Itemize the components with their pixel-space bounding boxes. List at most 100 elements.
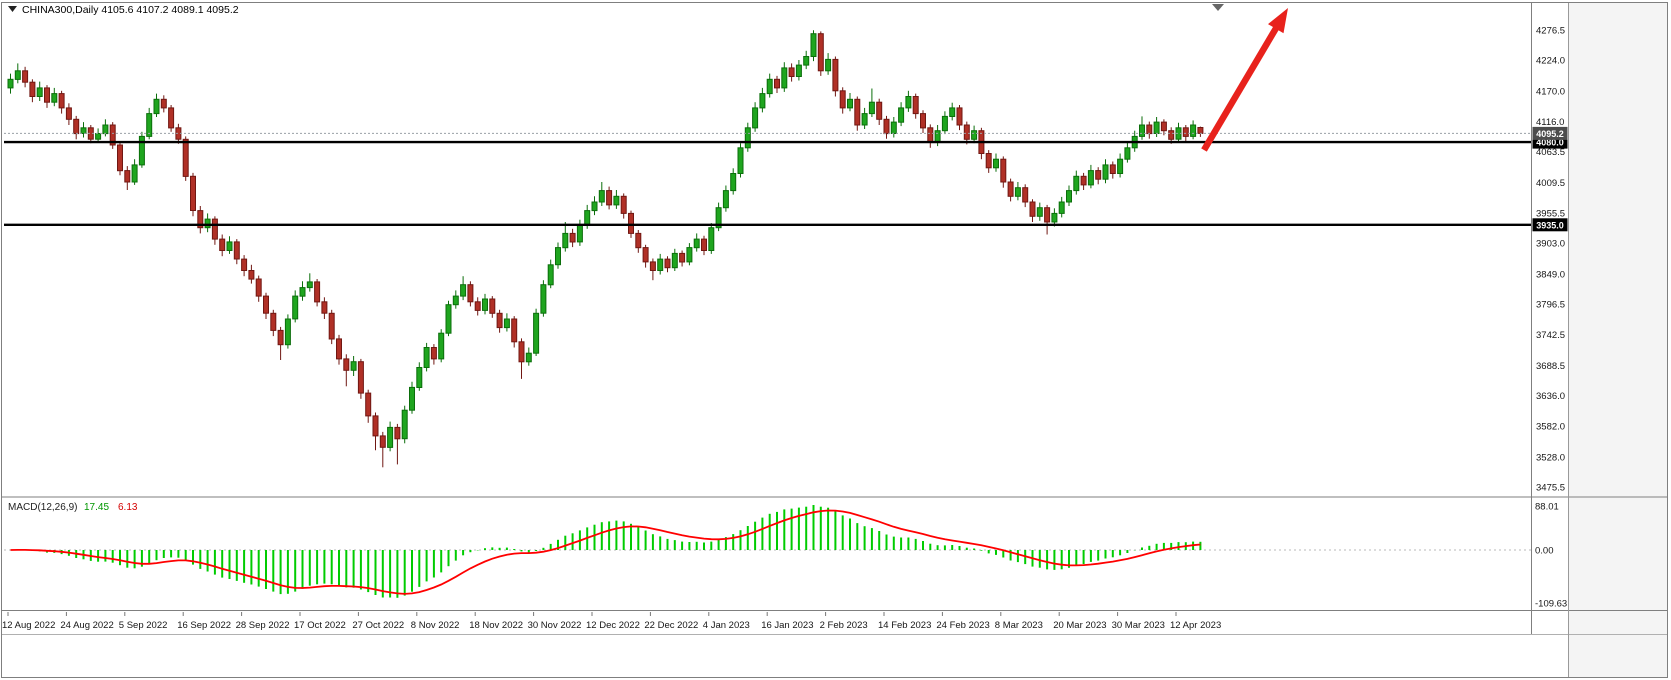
bull-candle [730,173,737,192]
time-axis-label: 12 Apr 2023 [1170,620,1221,631]
trend-arrow[interactable] [1201,8,1288,152]
bull-candle [423,347,430,368]
bear-candle [1022,187,1029,203]
macd-layer [4,505,1531,598]
bull-candle [460,284,467,297]
bear-candle [343,358,350,371]
trend-arrow-shaft[interactable] [1201,21,1282,152]
time-axis-label: 30 Nov 2022 [528,620,582,631]
bull-candle [452,295,459,306]
bull-candle [1117,158,1124,174]
bear-candle [832,58,839,92]
bull-candle [102,124,109,135]
price-axis-label: 3582.0 [1536,422,1565,433]
bear-candle [160,98,167,109]
price-axis-label: 4224.0 [1536,56,1565,67]
bull-candle [613,195,620,206]
bear-candle [211,218,218,240]
bull-candle [1036,207,1043,217]
bull-candle [146,113,153,137]
bull-candle [752,107,759,129]
bear-candle [357,361,364,394]
bull-candle [898,107,905,123]
bull-candle [7,78,14,89]
bull-candle [562,232,569,249]
time-axis-label: 24 Aug 2022 [60,620,113,631]
price-axis-label: 4116.0 [1536,117,1564,128]
bull-candle [598,190,605,203]
bear-candle [518,341,525,363]
bull-candle [693,238,700,249]
bear-candle [489,298,496,314]
candles-layer [7,30,1204,468]
bear-candle [117,144,123,172]
time-axis-label: 27 Oct 2022 [352,620,404,631]
time-axis-label: 12 Aug 2022 [2,620,55,631]
bull-candle [722,190,729,209]
bear-candle [569,232,576,243]
symbol-dropdown-icon[interactable] [8,6,17,12]
bear-candle [956,107,963,126]
bear-candle [912,96,919,115]
time-axis-label: 14 Feb 2023 [878,620,931,631]
bull-candle [95,133,102,140]
bear-candle [1000,158,1007,183]
macd-axis-label: -109.63 [1535,599,1567,610]
macd-axis-label: 0.00 [1535,546,1554,557]
time-axis-label: 16 Jan 2023 [761,620,813,631]
time-axis-label: 20 Mar 2023 [1053,620,1106,631]
time-axis-label: 17 Oct 2022 [294,620,346,631]
time-axis-label: 28 Sep 2022 [236,620,290,631]
time-axis[interactable] [2,611,1568,635]
main-chart-pane[interactable] [4,3,1531,496]
price-axis-label: 3955.5 [1536,209,1565,220]
bull-candle [591,201,598,212]
time-axis-label: 16 Sep 2022 [177,620,231,631]
price-axis-label: 3849.0 [1536,269,1565,280]
bull-candle [14,70,21,80]
price-axis-label: 3742.5 [1536,330,1565,341]
bear-candle [73,118,80,135]
bull-candle [555,247,561,266]
bear-candle [58,93,65,109]
bull-candle [503,318,510,329]
bear-candle [1182,127,1189,137]
bull-candle [584,210,591,226]
bull-candle [781,67,788,89]
chart-shift-marker[interactable] [1212,4,1224,11]
bull-candle [708,227,715,251]
bear-candle [379,435,386,448]
bear-candle [883,118,890,135]
bear-candle [511,318,518,343]
bear-candle [22,70,29,83]
time-axis-label: 12 Dec 2022 [586,620,640,631]
bull-candle [847,98,853,109]
bull-candle [153,98,160,115]
macd-pane[interactable] [4,498,1531,609]
bear-candle [496,312,503,329]
bull-candle [1014,187,1021,197]
bear-candle [109,124,116,146]
bear-candle [270,312,277,331]
bull-candle [51,93,58,103]
bull-candle [766,78,773,95]
macd-main-value: 17.45 [84,502,109,513]
bull-candle [759,93,766,109]
bull-candle [825,58,832,72]
price-badge [1532,218,1568,232]
price-axis-label: 4276.5 [1536,26,1565,37]
price-axis[interactable] [1532,3,1568,634]
price-axis-label: 3528.0 [1536,453,1565,464]
bull-candle [138,135,145,166]
bull-candle [657,258,664,272]
bear-candle [1197,127,1204,134]
bear-candle [124,170,131,183]
price-axis-label: 3796.5 [1536,299,1565,310]
time-axis-label: 2 Feb 2023 [820,620,868,631]
trend-arrow-head[interactable] [1268,8,1288,34]
bear-candle [328,312,335,340]
macd-indicator-label: MACD(12,26,9) [8,502,77,513]
bear-candle [219,238,226,252]
